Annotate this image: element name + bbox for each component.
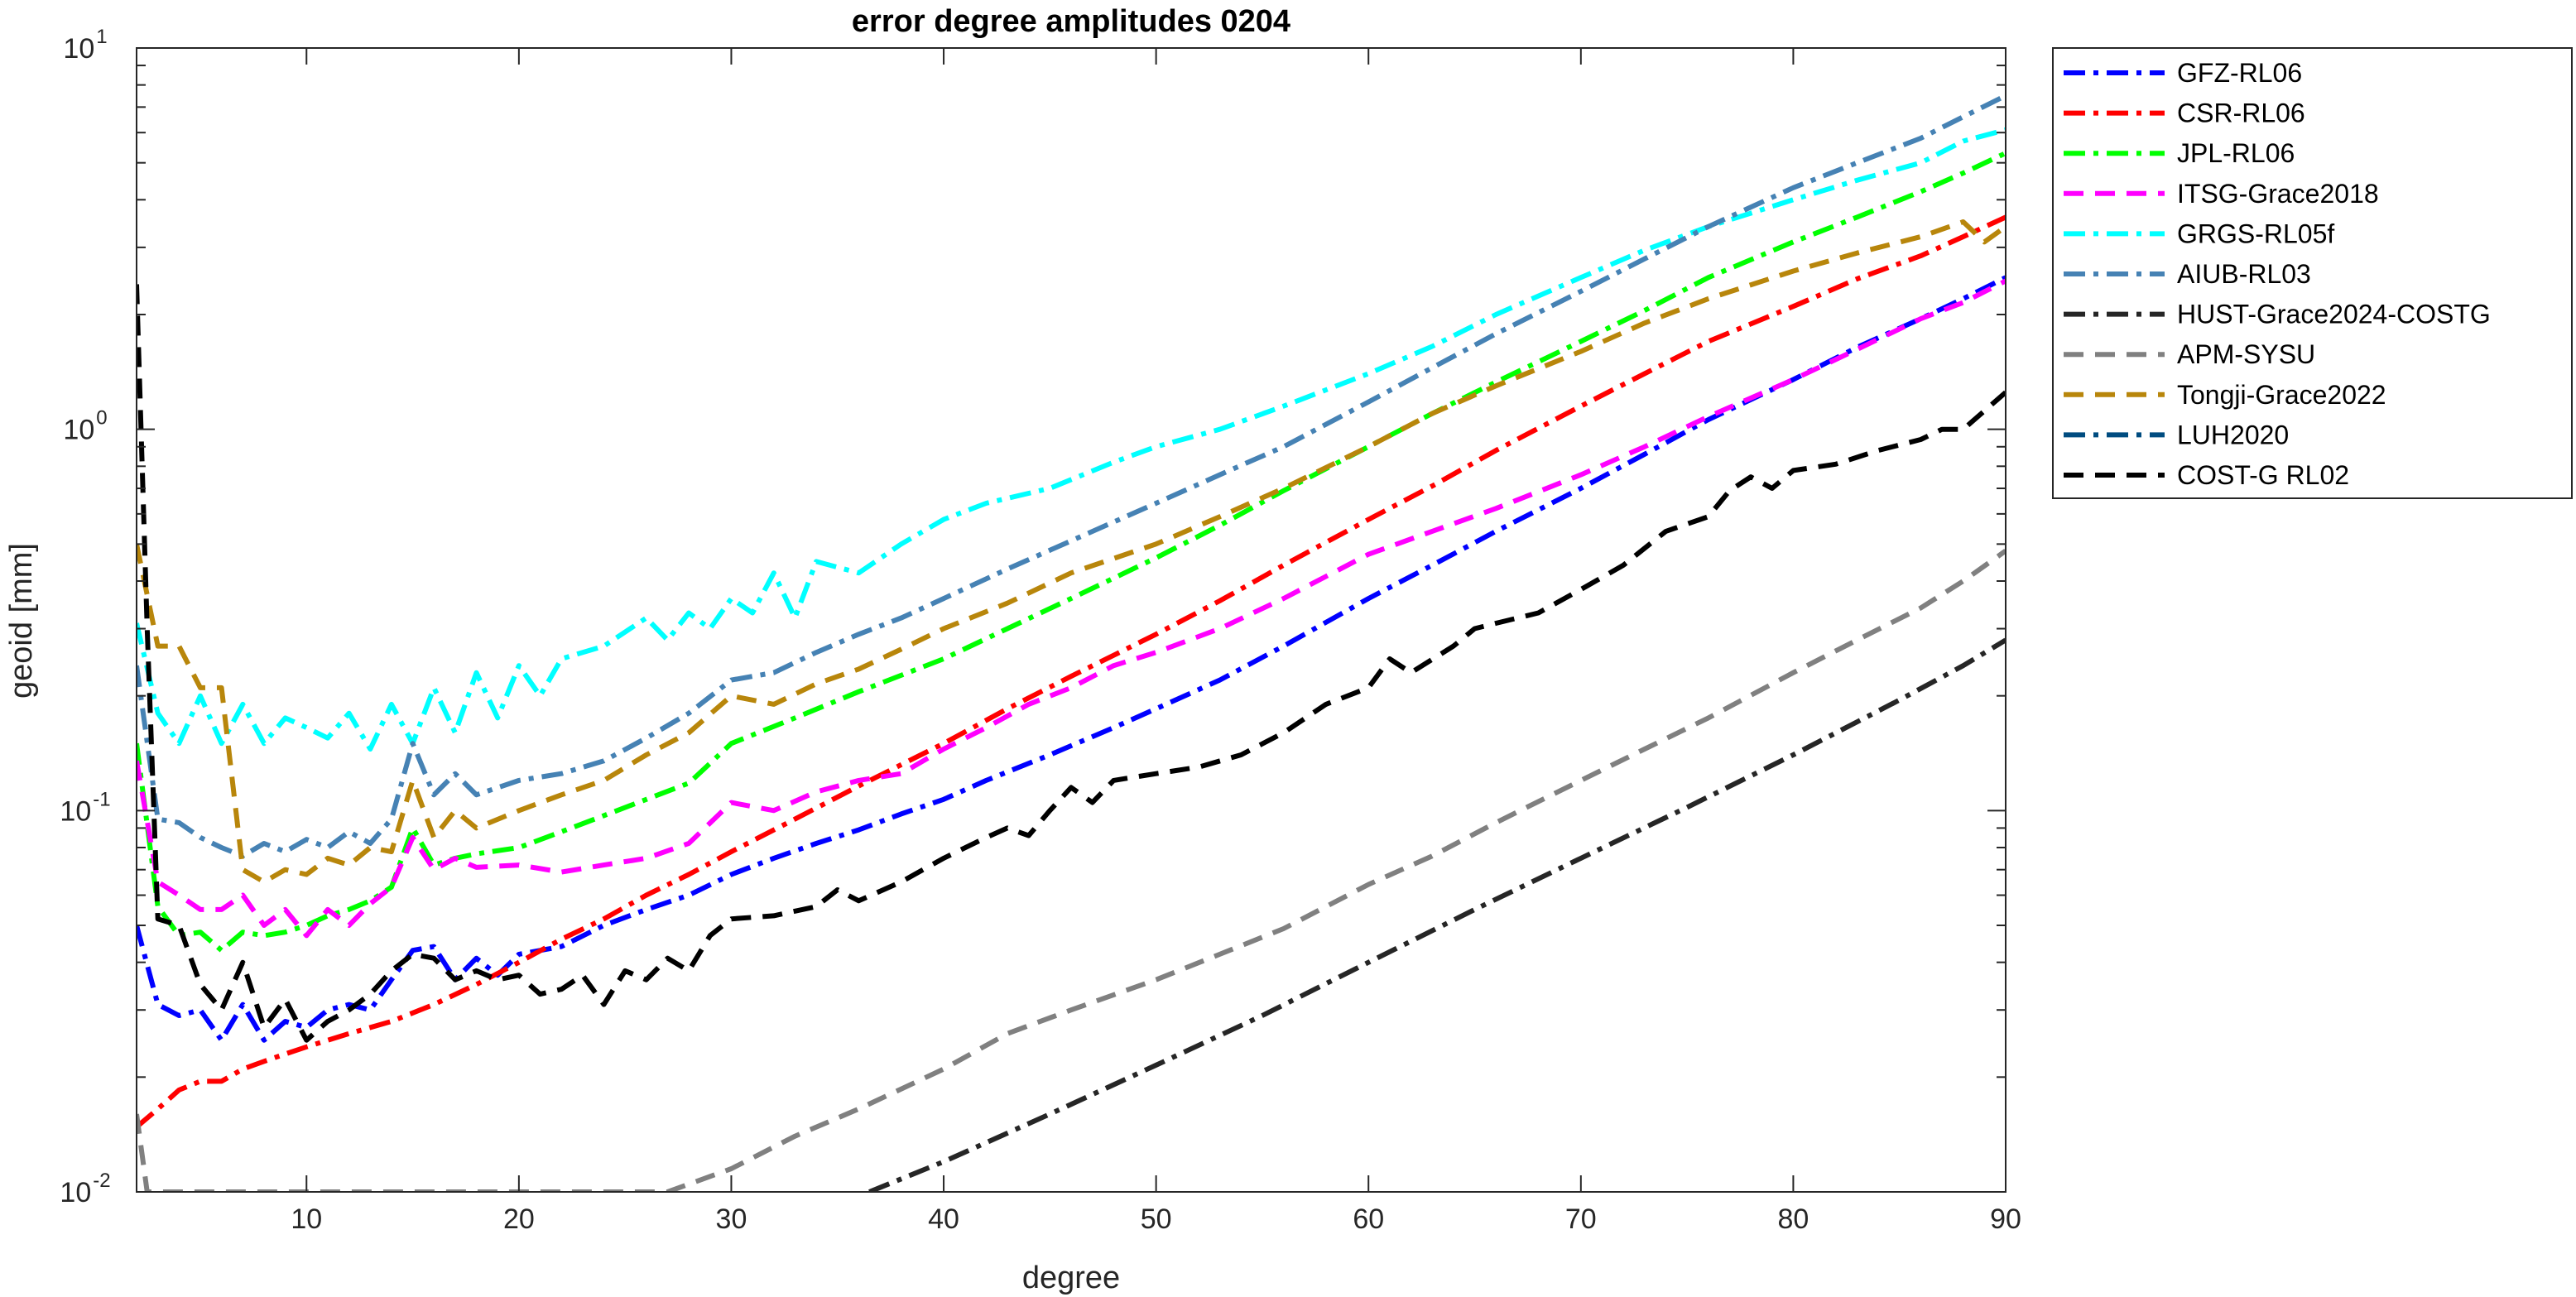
x-axis-label: degree	[1022, 1261, 1120, 1295]
y-tick-label: 10-1	[60, 788, 110, 827]
x-axis: 10 20 30 40 50 60 70 80 90	[291, 48, 2021, 1235]
chart-title: error degree amplitudes 0204	[852, 4, 1290, 39]
legend-entry-label: COST-G RL02	[2177, 460, 2349, 490]
x-tick-label: 70	[1565, 1203, 1597, 1235]
legend-entry-label: ITSG-Grace2018	[2177, 179, 2379, 209]
legend-entry-label: APM-SYSU	[2177, 339, 2315, 369]
series-line-gfz-rl06	[137, 275, 2006, 1043]
legend-entry-label: AIUB-RL03	[2177, 259, 2311, 289]
legend-entry-label: LUH2020	[2177, 420, 2289, 449]
series-line-itsg-grace2018	[137, 278, 2006, 939]
plot-area-frame	[136, 47, 2006, 1193]
legend-entry-label: Tongji-Grace2022	[2177, 380, 2386, 410]
legend-entry-label: CSR-RL06	[2177, 98, 2305, 128]
x-tick-label: 50	[1141, 1203, 1172, 1235]
x-tick-label: 10	[291, 1203, 322, 1235]
x-tick-label: 30	[716, 1203, 747, 1235]
legend: GFZ-RL06 CSR-RL06 JPL-RL06 ITSG-Grace2018 GR…	[2052, 47, 2573, 499]
y-axis-label: geoid [mm]	[4, 543, 39, 699]
series-layer	[137, 93, 2006, 1192]
x-tick-label: 60	[1353, 1203, 1384, 1235]
series-line-jpl-rl06	[137, 151, 2006, 954]
series-line-apm-sysu	[137, 549, 2006, 1192]
legend-entry-label: HUST-Grace2024-COSTG	[2177, 300, 2491, 329]
x-tick-label: 90	[1990, 1203, 2021, 1235]
series-line-csr-rl06	[137, 214, 2006, 1129]
y-tick-label: 101	[63, 26, 107, 65]
x-tick-label: 20	[503, 1203, 535, 1235]
x-tick-label: 40	[928, 1203, 959, 1235]
legend-entry-label: GRGS-RL05f	[2177, 219, 2334, 248]
series-line-tongji-grace2022	[137, 219, 2006, 885]
legend-entry-label: GFZ-RL06	[2177, 58, 2302, 88]
y-tick-label: 100	[63, 407, 107, 446]
series-line-aiub-rl03	[137, 93, 2006, 859]
series-line-grgs-rl05f	[137, 127, 2006, 752]
legend-entry-label: JPL-RL06	[2177, 138, 2295, 168]
series-line-hust-grace2024-costg	[868, 637, 2006, 1192]
series-line-cost-g-rl02	[137, 284, 2006, 1043]
x-tick-label: 80	[1777, 1203, 1809, 1235]
y-tick-label: 10-2	[60, 1170, 110, 1208]
legend-box	[2052, 47, 2573, 499]
